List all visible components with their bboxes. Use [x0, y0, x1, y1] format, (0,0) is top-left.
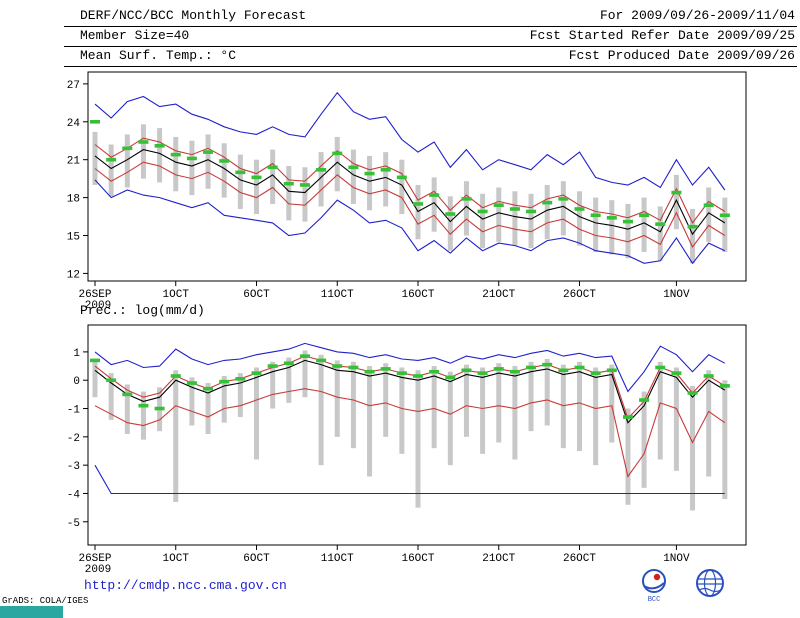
x-tick-label: 1NOV — [663, 553, 690, 565]
series-ensemble-min — [94, 464, 725, 495]
grads-credit: GrADS: COLA/IGES — [2, 596, 89, 606]
series-ensemble-max — [94, 342, 726, 393]
y-tick-label: 21 — [67, 156, 81, 168]
report-title: DERF/NCC/BCC Monthly Forecast — [80, 8, 307, 23]
x-tick-label: 26SEP — [78, 289, 111, 301]
y-axis: 27 24 21 18 15 12 — [67, 80, 88, 281]
member-size-label: Member Size=40 — [80, 28, 190, 43]
website-url-link[interactable]: http://cmdp.ncc.cma.gov.cn — [84, 578, 287, 593]
bcc-logo-dot — [653, 573, 661, 581]
x-tick-label: 26SEP — [78, 553, 111, 565]
series-upper-spread — [94, 355, 726, 420]
fcst-refer-date: Fcst Started Refer Date 2009/09/25 — [529, 28, 795, 43]
y-tick-label: 27 — [67, 80, 80, 92]
y-tick-label: 1 — [73, 348, 80, 360]
y-tick-label: -4 — [67, 489, 81, 501]
series-ensemble-mean — [94, 149, 726, 236]
x-tick-sublabel: 2009 — [85, 300, 111, 312]
x-tick-sublabel: 2009 — [85, 564, 111, 576]
y-axis: 1 0 -1 -2 -3 -4 -5 — [67, 348, 88, 530]
fcst-produced-date: Fcst Produced Date 2009/09/26 — [568, 48, 795, 63]
plot-frame — [87, 324, 747, 546]
header-rule-3 — [64, 66, 797, 67]
x-tick-label: 21OCT — [482, 289, 515, 301]
y-tick-label: 18 — [67, 194, 80, 206]
header-rule-1 — [64, 26, 797, 27]
x-tick-label: 6OCT — [243, 553, 270, 565]
x-tick-label: 16OCT — [401, 553, 434, 565]
header-rule-2 — [64, 46, 797, 47]
series-ensemble-min — [94, 179, 726, 265]
x-tick-label: 21OCT — [482, 553, 515, 565]
footer-logos: BCC — [642, 569, 724, 604]
spread-bars — [92, 350, 728, 511]
x-tick-label: 1OCT — [163, 289, 190, 301]
y-tick-label: 0 — [73, 376, 80, 388]
x-tick-label: 1NOV — [663, 289, 690, 301]
precip-chart-title: Prec.: log(mm/d) — [80, 303, 205, 318]
x-tick-label: 26OCT — [563, 553, 596, 565]
x-tick-label: 1OCT — [163, 553, 190, 565]
y-tick-label: 24 — [67, 118, 81, 130]
x-tick-label: 11OCT — [321, 553, 354, 565]
y-tick-label: -2 — [67, 433, 80, 445]
forecast-period: For 2009/09/26-2009/11/04 — [599, 8, 795, 23]
y-tick-label: -1 — [67, 405, 81, 417]
spread-bars — [92, 124, 728, 264]
y-tick-label: 12 — [67, 269, 80, 281]
bcc-logo-label: BCC — [648, 596, 661, 604]
series-upper-spread — [94, 137, 726, 224]
x-tick-label: 11OCT — [321, 289, 354, 301]
ncc-logo — [696, 569, 724, 597]
series-ensemble-mean-highlight — [90, 354, 730, 419]
y-tick-label: -3 — [67, 461, 80, 473]
series-lower-spread — [94, 388, 726, 478]
x-tick-label: 26OCT — [563, 289, 596, 301]
bcc-logo: BCC — [642, 569, 666, 604]
temp-chart-title: Mean Surf. Temp.: °C — [80, 48, 237, 63]
series-ensemble-mean — [94, 359, 726, 424]
series-lower-spread — [94, 161, 726, 248]
grads-color-swatch — [0, 606, 63, 618]
series-ensemble-mean-highlight — [90, 119, 730, 229]
y-tick-label: -5 — [67, 518, 80, 530]
series-ensemble-max — [94, 91, 726, 191]
plot-frame — [87, 71, 747, 282]
y-tick-label: 15 — [67, 232, 80, 244]
x-tick-label: 16OCT — [401, 289, 434, 301]
x-tick-label: 6OCT — [243, 289, 270, 301]
